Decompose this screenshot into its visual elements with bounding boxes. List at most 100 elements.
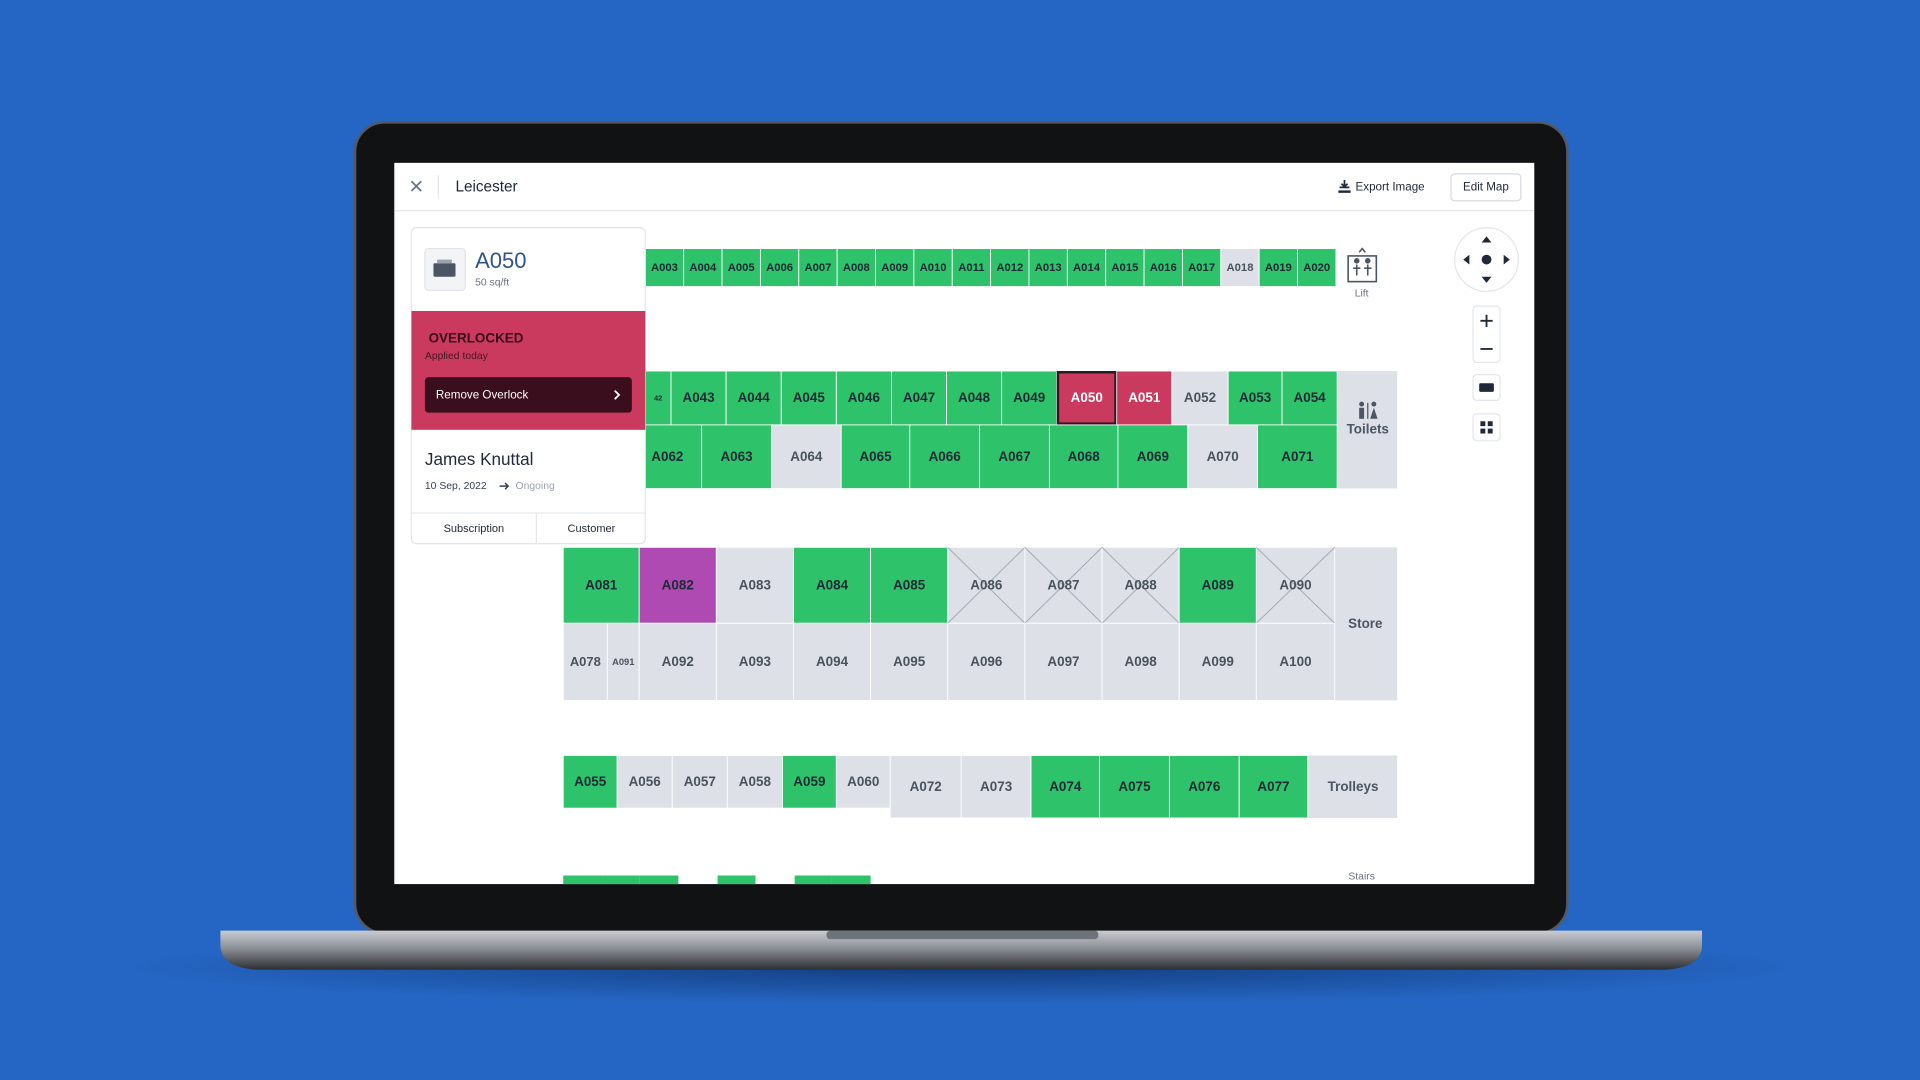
unit-cell	[1028, 248, 1068, 287]
unit: A019	[1258, 248, 1298, 287]
unit-label: A048	[958, 390, 991, 405]
unit-label: A086	[970, 577, 1002, 592]
unit: A068	[1048, 424, 1119, 489]
unit-label: A083	[739, 577, 771, 592]
unit: A005	[721, 248, 761, 287]
tab[interactable]: Customer	[568, 523, 616, 535]
unit-label: A052	[1184, 390, 1216, 405]
unit: A083	[715, 546, 794, 624]
unit: A100	[1255, 622, 1336, 701]
unit-label: A060	[847, 774, 879, 789]
grid-icon	[1480, 421, 1493, 434]
unit: A015	[1105, 248, 1145, 287]
close-button[interactable]	[410, 180, 422, 192]
app: Leicester Export Image Edit Map	[394, 173, 1535, 885]
unit-label: A075	[1118, 779, 1151, 794]
unit-label: A056	[629, 774, 661, 789]
tab[interactable]: Subscription	[444, 523, 505, 535]
unit: A014	[1066, 248, 1107, 287]
unit: A059	[782, 755, 837, 809]
unit-cell	[913, 248, 953, 287]
unit: A074	[1030, 755, 1101, 819]
unit-label: A085	[893, 577, 926, 592]
unit-cell	[1171, 370, 1229, 426]
trolleys-block	[1307, 755, 1398, 818]
unit-label: A054	[1294, 390, 1327, 405]
unit: A045	[780, 370, 837, 426]
unit: A048	[946, 370, 1003, 426]
unit: A057	[671, 755, 728, 809]
unit: A078	[562, 622, 608, 701]
unit-label: A010	[920, 262, 947, 274]
unit-cell	[793, 622, 872, 701]
unit-cell	[670, 370, 727, 426]
unit-label: A065	[859, 449, 892, 464]
unit-panel: A050 50 sq/ft OVERLOCKED Applied today R…	[410, 227, 646, 545]
unit-cell	[960, 755, 1032, 819]
unit: A063	[701, 424, 772, 489]
unit-cell	[836, 248, 876, 287]
unit-name: A050	[475, 248, 526, 273]
unit: A070	[1187, 424, 1258, 489]
unit: A065	[840, 424, 911, 489]
unit: A043	[670, 370, 727, 426]
pan-center[interactable]	[1481, 254, 1492, 265]
unit: A090	[1255, 546, 1336, 624]
unit: A099	[1178, 622, 1257, 701]
unit-label: A089	[1202, 577, 1234, 592]
edit-button[interactable]: Edit Map	[1463, 180, 1509, 193]
edit-button-frame[interactable]	[1450, 173, 1522, 202]
unit-label: A064	[790, 449, 823, 464]
unit: A095	[870, 622, 949, 701]
unit: A085	[870, 546, 949, 624]
remove-overlock-button[interactable]	[424, 377, 632, 413]
unit-cell	[638, 622, 717, 701]
page-title: Leicester	[456, 178, 518, 195]
unit-label: A047	[903, 390, 935, 405]
unit-label: A063	[720, 449, 752, 464]
remove-overlock-label[interactable]: Remove Overlock	[436, 389, 529, 402]
unit-cell	[1168, 755, 1240, 819]
unit: A013	[1028, 248, 1068, 287]
unit-cell	[1238, 755, 1309, 819]
unit-cell	[793, 546, 872, 624]
unit-label: A088	[1125, 577, 1158, 592]
toilets-icon	[1359, 401, 1378, 419]
unit-label: A053	[1239, 390, 1271, 405]
export-button[interactable]: Export Image	[1356, 180, 1425, 193]
unit-cell	[780, 370, 837, 426]
unit-label: A020	[1303, 262, 1330, 274]
unit-label: A014	[1073, 262, 1101, 274]
status-applied: Applied today	[425, 351, 489, 362]
unit-label: A099	[1202, 654, 1234, 669]
grid-button[interactable]	[1472, 413, 1501, 442]
arrow	[499, 482, 510, 490]
unit: A067	[979, 424, 1050, 489]
unit-label: A004	[689, 262, 717, 274]
unit-cell	[616, 755, 673, 809]
unit-cell	[771, 424, 842, 489]
unit-label: 42	[654, 394, 662, 403]
unit-cell	[1105, 248, 1145, 287]
unit-cell	[1297, 248, 1337, 287]
unit-cell	[870, 622, 949, 701]
unit-label: A091	[612, 657, 634, 667]
unit: A081	[562, 546, 640, 624]
unit-label: A003	[651, 262, 678, 274]
unit-label: A016	[1150, 262, 1177, 274]
zoom-in[interactable]	[1480, 314, 1493, 327]
unit-label: A081	[585, 577, 618, 592]
unit-cell	[1099, 755, 1170, 819]
unit-cell	[715, 546, 794, 624]
end-date: Ongoing	[516, 481, 556, 492]
unit: A004	[683, 248, 723, 287]
unit-label: A092	[662, 654, 694, 669]
unit-label: A070	[1207, 449, 1239, 464]
unit: A097	[1024, 622, 1103, 701]
unit: A072	[889, 755, 962, 819]
unit-label: A008	[843, 262, 870, 274]
unit: A098	[1101, 622, 1180, 701]
thumbnail-icon	[433, 259, 456, 277]
unit: A011	[951, 248, 992, 287]
